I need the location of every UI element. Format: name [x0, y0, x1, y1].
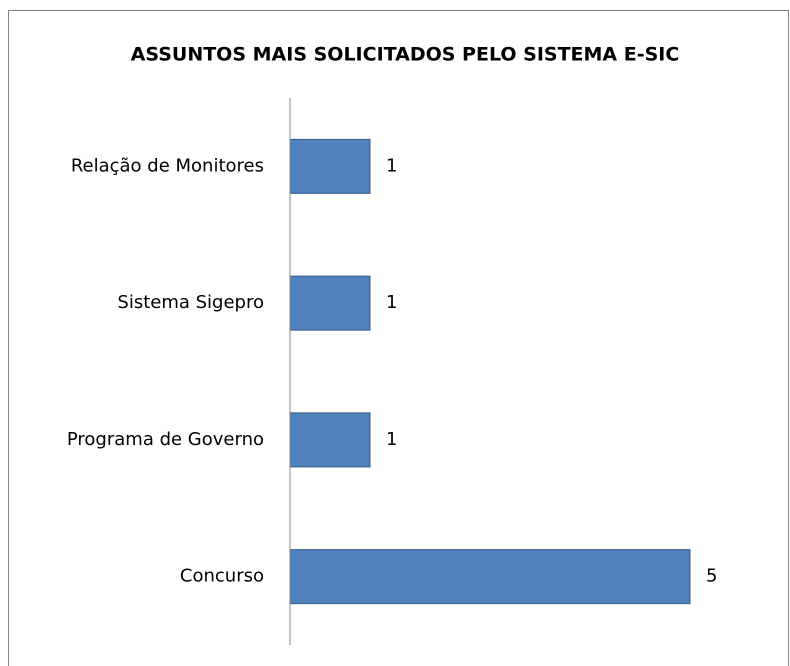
data-label: 1 [386, 155, 397, 176]
data-label: 1 [386, 429, 397, 450]
chart-title: ASSUNTOS MAIS SOLICITADOS PELO SISTEMA E… [131, 44, 680, 66]
y-tick-label: Concurso [180, 566, 264, 587]
y-tick-label: Relação de Monitores [71, 155, 264, 176]
data-label: 1 [386, 292, 397, 313]
bar [289, 275, 371, 331]
bar [289, 412, 371, 468]
bar [289, 549, 691, 605]
y-tick-label: Programa de Governo [67, 429, 264, 450]
data-label: 5 [706, 566, 717, 587]
bar [289, 138, 371, 194]
y-tick-label: Sistema Sigepro [117, 292, 264, 313]
